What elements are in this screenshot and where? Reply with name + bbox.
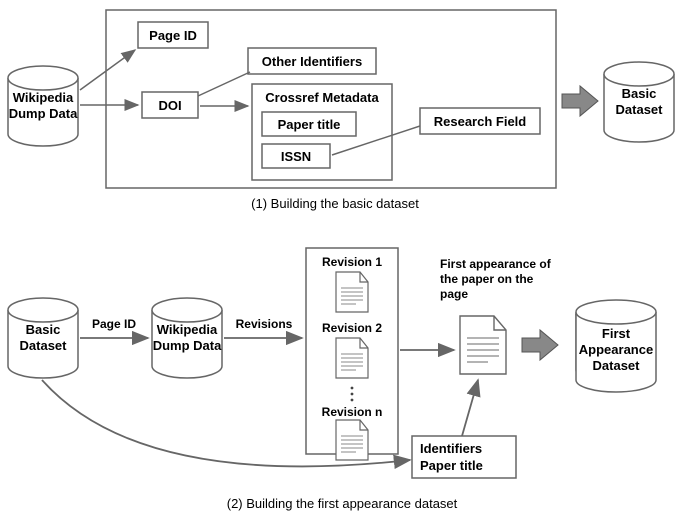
- cylinder-wikipedia-dump-top: Wikipedia Dump Data: [8, 66, 78, 146]
- label-revn: Revision n: [322, 405, 383, 419]
- label-basic-bottom: Basic: [26, 322, 61, 337]
- label-appearance: Appearance: [579, 342, 653, 357]
- cylinder-basic-dataset-top: Basic Dataset: [604, 62, 674, 142]
- label-crossref: Crossref Metadata: [265, 90, 379, 105]
- dots-2: [351, 393, 354, 396]
- label-doi: DOI: [158, 98, 181, 113]
- caption-top: (1) Building the basic dataset: [251, 196, 419, 211]
- label-research-field: Research Field: [434, 114, 527, 129]
- blockarrow-bottom: [522, 330, 558, 360]
- label-first: First: [602, 326, 631, 341]
- label-firstapp-2: the paper on the: [440, 272, 534, 286]
- dots-3: [351, 399, 354, 402]
- label-basic-top: Basic: [622, 86, 657, 101]
- doc-icon-firstapp: [460, 316, 506, 374]
- label-dataset-bottom: Dataset: [20, 338, 68, 353]
- cylinder-basic-dataset-bottom: Basic Dataset: [8, 298, 78, 378]
- label-wikipedia: Wikipedia: [13, 90, 74, 105]
- label-dump-data-bottom: Dump Data: [153, 338, 222, 353]
- label-dataset-top: Dataset: [616, 102, 664, 117]
- doc-icon-revn: [336, 420, 368, 460]
- arrow-ids-to-doc: [462, 380, 478, 436]
- edge-label-pageid: Page ID: [92, 317, 136, 331]
- label-firstapp-1: First appearance of: [440, 257, 552, 271]
- doc-icon-rev2: [336, 338, 368, 378]
- label-other-identifiers: Other Identifiers: [262, 54, 362, 69]
- label-wikipedia-bottom: Wikipedia: [157, 322, 218, 337]
- doc-icon-rev1: [336, 272, 368, 312]
- edge-label-revisions: Revisions: [236, 317, 293, 331]
- label-dump-data: Dump Data: [9, 106, 78, 121]
- label-rev1: Revision 1: [322, 255, 382, 269]
- label-firstapp-3: page: [440, 287, 468, 301]
- caption-bottom: (2) Building the first appearance datase…: [227, 496, 458, 511]
- label-paper-title-bottom: Paper title: [420, 458, 483, 473]
- dots-1: [351, 387, 354, 390]
- label-rev2: Revision 2: [322, 321, 382, 335]
- label-identifiers: Identifiers: [420, 441, 482, 456]
- cylinder-first-appearance-dataset: First Appearance Dataset: [576, 300, 656, 392]
- blockarrow-top: [562, 86, 598, 116]
- label-paper-title: Paper title: [278, 117, 341, 132]
- label-dataset-first: Dataset: [593, 358, 641, 373]
- label-page-id: Page ID: [149, 28, 197, 43]
- cylinder-wikipedia-dump-bottom: Wikipedia Dump Data: [152, 298, 222, 378]
- label-issn: ISSN: [281, 149, 311, 164]
